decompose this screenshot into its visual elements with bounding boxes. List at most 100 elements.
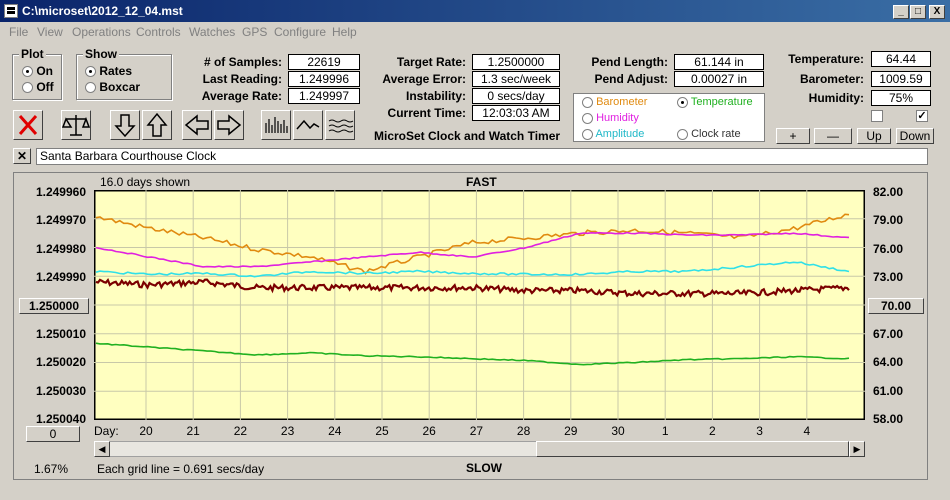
y-tick-label: 1.249970 bbox=[35, 213, 86, 227]
checkbox-1[interactable] bbox=[871, 110, 883, 122]
maximize-button[interactable]: □ bbox=[910, 5, 926, 19]
arrow-left-icon bbox=[184, 114, 209, 136]
samples-field: 22619 bbox=[288, 54, 360, 70]
plot-off-radio[interactable]: Off bbox=[22, 80, 54, 94]
center-temp-button[interactable]: 70.00 bbox=[868, 298, 924, 314]
current-time-field: 12:03:03 AM bbox=[472, 105, 560, 121]
menu-gps[interactable]: GPS bbox=[242, 25, 268, 39]
pend-length-label: Pend Length: bbox=[591, 55, 668, 69]
day-tick-label: 30 bbox=[611, 424, 625, 438]
line-plot-button[interactable] bbox=[293, 110, 323, 140]
plot-on-label: On bbox=[36, 64, 54, 78]
radio-selected-icon bbox=[85, 66, 96, 78]
menu-configure[interactable]: Configure bbox=[274, 25, 327, 39]
radio-icon bbox=[582, 96, 593, 108]
smooth-plot-button[interactable] bbox=[325, 110, 355, 140]
app-name-label: MicroSet Clock and Watch Timer bbox=[374, 129, 561, 143]
arrow-left-button[interactable] bbox=[182, 110, 212, 140]
humidity-field: 75% bbox=[871, 90, 931, 106]
y2-tick-label: 61.00 bbox=[873, 384, 904, 398]
minimize-button[interactable]: _ bbox=[893, 5, 909, 19]
scale-down-button[interactable]: Down bbox=[896, 128, 934, 144]
average-error-label: Average Error: bbox=[382, 72, 466, 86]
menu-bar: File View Operations Controls Watches GP… bbox=[0, 22, 950, 42]
sensor-humidity-label: Humidity bbox=[596, 112, 639, 124]
sensor-amplitude[interactable]: Amplitude bbox=[582, 128, 644, 140]
clear-clock-button[interactable]: ✕ bbox=[13, 148, 31, 164]
day-tick-label: 26 bbox=[422, 424, 436, 438]
day-tick-label: 23 bbox=[280, 424, 295, 438]
show-group-title: Show bbox=[83, 47, 119, 61]
radio-icon bbox=[582, 128, 593, 140]
day-tick-label: 20 bbox=[139, 424, 153, 438]
balance-button[interactable] bbox=[61, 110, 91, 140]
menu-controls[interactable]: Controls bbox=[136, 25, 181, 39]
day-tick-label: 24 bbox=[328, 424, 342, 438]
scale-up-button[interactable]: Up bbox=[857, 128, 891, 144]
grid-note-label: Each grid line = 0.691 secs/day bbox=[97, 462, 265, 476]
current-time-label: Current Time: bbox=[387, 106, 466, 120]
sensor-barometer[interactable]: Barometer bbox=[582, 96, 647, 108]
samples-label: # of Samples: bbox=[203, 55, 282, 69]
average-rate-field: 1.249997 bbox=[288, 88, 360, 104]
histogram-button[interactable] bbox=[261, 110, 291, 140]
day-axis-label: Day: bbox=[94, 424, 119, 438]
scroll-left-icon[interactable]: ◀ bbox=[94, 441, 110, 457]
chart-series bbox=[95, 213, 850, 366]
day-tick-label: 27 bbox=[469, 424, 484, 438]
show-rates-radio[interactable]: Rates bbox=[85, 64, 132, 78]
temperature-field: 64.44 bbox=[871, 51, 931, 67]
plot-group: Plot bbox=[12, 47, 62, 100]
arrow-up-button[interactable] bbox=[142, 110, 172, 140]
menu-operations[interactable]: Operations bbox=[72, 25, 131, 39]
checkbox-2[interactable]: ✓ bbox=[916, 110, 928, 122]
days-shown-label: 16.0 days shown bbox=[100, 175, 191, 189]
scroll-thumb[interactable] bbox=[536, 441, 849, 457]
show-boxcar-radio[interactable]: Boxcar bbox=[85, 80, 140, 94]
scale-minus-button[interactable]: — bbox=[814, 128, 852, 144]
pend-length-field[interactable]: 61.144 in bbox=[674, 54, 764, 70]
menu-file[interactable]: File bbox=[9, 25, 29, 39]
series-line-amplitude bbox=[95, 261, 850, 278]
sensor-humidity[interactable]: Humidity bbox=[582, 112, 639, 124]
clock-name-input[interactable]: Santa Barbara Courthouse Clock bbox=[36, 148, 928, 165]
series-line-rate bbox=[95, 277, 850, 299]
plot-on-radio[interactable]: On bbox=[22, 64, 53, 78]
y-tick-label: 1.249980 bbox=[35, 242, 86, 256]
y2-tick-label: 73.00 bbox=[873, 270, 904, 284]
pend-adjust-field: 0.00027 in bbox=[674, 71, 764, 87]
menu-watches[interactable]: Watches bbox=[189, 25, 236, 39]
scroll-right-icon[interactable]: ▶ bbox=[849, 441, 865, 457]
close-button[interactable]: X bbox=[929, 5, 945, 19]
line-plot-icon bbox=[296, 119, 320, 130]
target-rate-label: Target Rate: bbox=[396, 55, 466, 69]
menu-help[interactable]: Help bbox=[332, 25, 357, 39]
y-tick-label: 1.249990 bbox=[35, 270, 86, 284]
app-icon[interactable] bbox=[4, 4, 18, 18]
day-tick-label: 25 bbox=[375, 424, 389, 438]
center-rate-button[interactable]: 1.250000 bbox=[19, 298, 89, 314]
target-rate-field[interactable]: 1.2500000 bbox=[472, 54, 560, 70]
percent-label: 1.67% bbox=[34, 462, 69, 476]
arrow-down-button[interactable] bbox=[110, 110, 140, 140]
zero-button[interactable]: 0 bbox=[26, 426, 80, 442]
humidity-label: Humidity: bbox=[808, 91, 864, 105]
barometer-label: Barometer: bbox=[799, 72, 864, 86]
radio-icon bbox=[85, 82, 96, 94]
menu-view[interactable]: View bbox=[37, 25, 63, 39]
stop-button[interactable] bbox=[13, 110, 43, 140]
arrow-right-button[interactable] bbox=[214, 110, 244, 140]
pend-adjust-label: Pend Adjust: bbox=[594, 72, 668, 86]
smooth-wave-icon bbox=[328, 119, 354, 133]
scale-plus-button[interactable]: + bbox=[776, 128, 810, 144]
y-tick-label: 1.249960 bbox=[35, 185, 86, 199]
barometer-field: 1009.59 bbox=[871, 71, 931, 87]
slow-label: SLOW bbox=[466, 461, 502, 475]
y-tick-label: 1.250040 bbox=[35, 412, 86, 426]
histogram-icon bbox=[265, 117, 288, 133]
day-tick-label: 3 bbox=[756, 424, 763, 438]
sensor-temperature[interactable]: Temperature bbox=[677, 96, 753, 108]
fast-label: FAST bbox=[466, 175, 497, 189]
sensor-clockrate[interactable]: Clock rate bbox=[677, 128, 741, 140]
window-title: C:\microset\2012_12_04.mst bbox=[22, 4, 183, 18]
